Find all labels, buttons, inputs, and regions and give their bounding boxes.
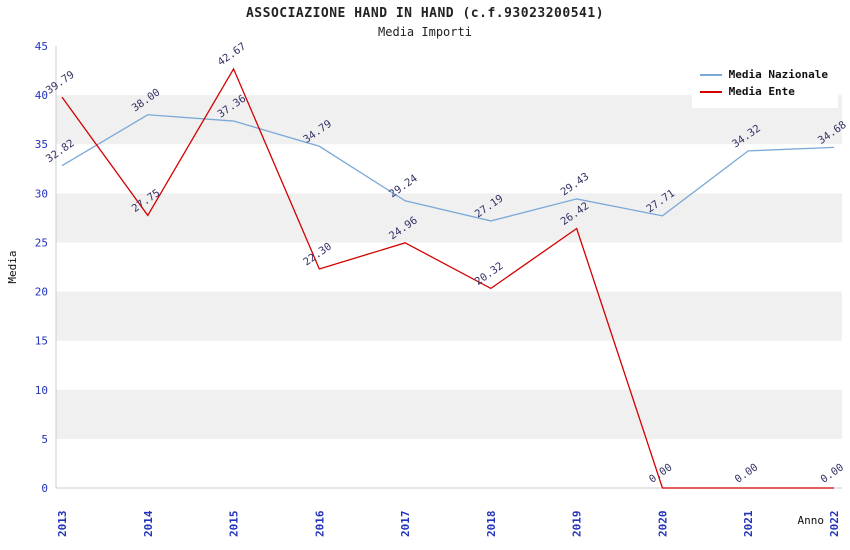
x-tick-label: 2017 bbox=[399, 511, 412, 538]
x-tick-label: 2013 bbox=[56, 511, 69, 538]
data-label-1: 0.00 bbox=[818, 461, 846, 485]
x-axis-title: Anno bbox=[798, 514, 825, 527]
series-line-1 bbox=[61, 67, 834, 489]
plot-band bbox=[56, 193, 842, 243]
legend: Media Nazionale Media Ente bbox=[691, 58, 838, 108]
legend-label-media-ente: Media Ente bbox=[728, 85, 795, 98]
x-tick-label: 2016 bbox=[313, 510, 326, 537]
legend-swatch-media-ente bbox=[699, 90, 722, 93]
x-tick-label: 2021 bbox=[742, 510, 755, 537]
legend-swatch-media-nazionale bbox=[699, 73, 722, 76]
data-label-1: 0.00 bbox=[733, 461, 761, 485]
data-label-1: 39.79 bbox=[44, 69, 77, 97]
x-tick-label: 2014 bbox=[142, 510, 155, 537]
x-tick-label: 2022 bbox=[828, 511, 841, 538]
y-axis-title: Media bbox=[6, 250, 19, 283]
chart-title: ASSOCIAZIONE HAND IN HAND (c.f.930232005… bbox=[245, 6, 605, 21]
y-tick-label: 35 bbox=[35, 138, 48, 151]
legend-item-media-nazionale: Media Nazionale bbox=[699, 68, 828, 81]
x-tick-label: 2015 bbox=[228, 511, 241, 538]
plot-band bbox=[56, 291, 842, 341]
y-tick-label: 15 bbox=[35, 335, 48, 348]
y-tick-label: 10 bbox=[35, 384, 48, 397]
data-label-1: 42.67 bbox=[215, 40, 248, 68]
series-line-0 bbox=[61, 114, 835, 222]
y-tick-label: 5 bbox=[41, 433, 48, 446]
legend-item-media-ente: Media Ente bbox=[699, 85, 828, 98]
plot-band bbox=[56, 389, 842, 439]
y-tick-label: 25 bbox=[35, 236, 48, 249]
y-tick-label: 45 bbox=[35, 40, 48, 53]
x-tick-label: 2018 bbox=[485, 510, 498, 537]
x-tick-label: 2020 bbox=[656, 511, 669, 538]
y-tick-label: 0 bbox=[41, 482, 48, 495]
legend-label-media-nazionale: Media Nazionale bbox=[728, 68, 828, 81]
y-tick-label: 30 bbox=[35, 187, 48, 200]
x-tick-label: 2019 bbox=[571, 511, 584, 538]
y-tick-label: 20 bbox=[35, 286, 48, 299]
chart-subtitle: Media Importi bbox=[378, 25, 472, 39]
y-tick-label: 40 bbox=[35, 89, 48, 102]
data-label-1: 20.32 bbox=[473, 260, 506, 288]
